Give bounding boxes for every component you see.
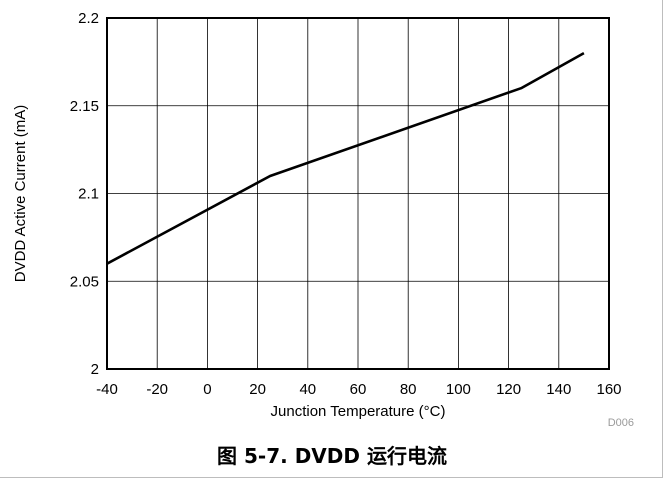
x-tick-label: 40 (299, 381, 316, 398)
y-tick-label: 2.15 (70, 98, 99, 115)
series-layer (106, 51, 585, 265)
figure-caption: 图 5-7. DVDD 运行电流 (217, 444, 447, 468)
x-tick-label: 60 (350, 381, 367, 398)
x-tick-label: 100 (446, 381, 471, 398)
x-tick-label: -20 (146, 381, 168, 398)
x-tick-label: 0 (203, 381, 211, 398)
x-tick-label: 140 (546, 381, 571, 398)
x-tick-label: 160 (596, 381, 621, 398)
y-tick-label: 2.2 (78, 10, 99, 27)
grid-lines (106, 17, 610, 370)
x-tick-label: 80 (400, 381, 417, 398)
y-tick-label: 2.05 (70, 273, 99, 290)
x-axis-label: Junction Temperature (°C) (271, 403, 446, 420)
x-tick-label: 120 (496, 381, 521, 398)
figure-code-note: D006 (608, 417, 634, 429)
y-tick-label: 2.1 (78, 186, 99, 203)
x-tick-label: -40 (96, 381, 118, 398)
y-tick-label: 2 (91, 361, 99, 378)
y-tick-labels: 2 2.05 2.1 2.15 2.2 (70, 10, 99, 378)
y-axis-label: DVDD Active Current (mA) (12, 105, 29, 283)
x-tick-label: 20 (249, 381, 266, 398)
x-tick-labels: -40 -20 0 20 40 60 80 100 120 140 160 (96, 381, 621, 398)
series-line (106, 51, 585, 265)
plot-border (106, 17, 610, 370)
line-chart: -40 -20 0 20 40 60 80 100 120 140 160 2 2.05 2.1 2.15… (12, 10, 634, 429)
